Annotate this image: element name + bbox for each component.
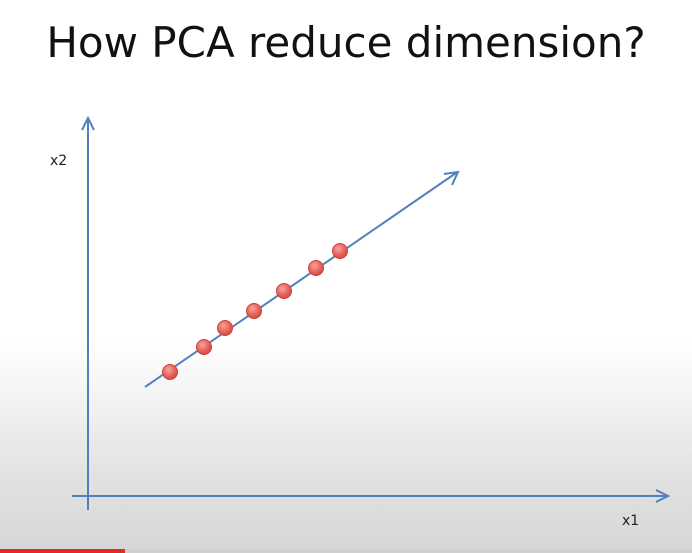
data-point <box>217 320 233 336</box>
data-point <box>196 339 212 355</box>
principal-component-arrow <box>144 170 460 388</box>
data-point <box>332 243 348 259</box>
data-point <box>162 364 178 380</box>
video-progress-bar[interactable] <box>0 549 692 553</box>
video-progress-fill <box>0 549 125 553</box>
x-axis-label: x1 <box>622 513 639 529</box>
slide-title: How PCA reduce dimension? <box>46 18 646 67</box>
data-point <box>308 260 324 276</box>
data-points <box>162 243 348 380</box>
y-axis <box>81 115 95 510</box>
y-axis-label: x2 <box>50 153 67 169</box>
x-axis <box>72 489 671 503</box>
data-point <box>276 283 292 299</box>
data-point <box>246 303 262 319</box>
